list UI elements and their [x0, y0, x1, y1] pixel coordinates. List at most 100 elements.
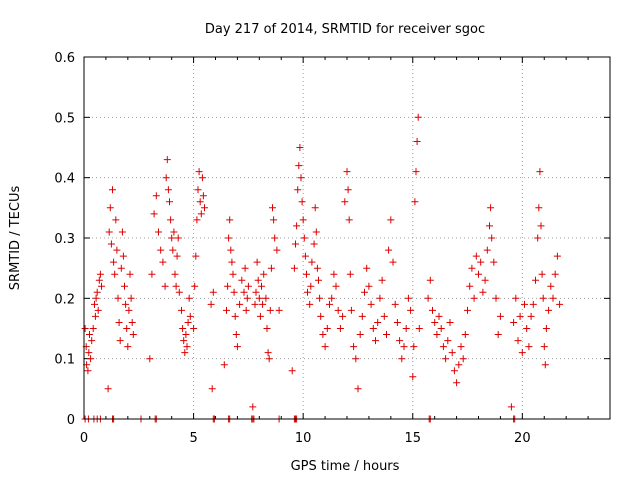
data-point — [553, 252, 561, 260]
data-point — [339, 312, 347, 320]
data-point — [540, 343, 548, 351]
data-point — [344, 186, 352, 194]
data-point — [262, 294, 270, 302]
x-axis-label: GPS time / hours — [291, 459, 400, 474]
data-point — [311, 204, 319, 212]
y-tick-label: 0.4 — [54, 172, 75, 187]
data-point — [361, 288, 368, 296]
data-point — [317, 312, 325, 320]
data-point — [91, 312, 99, 320]
data-point — [294, 186, 302, 194]
data-point — [112, 216, 120, 224]
data-point — [256, 312, 264, 320]
data-point — [378, 276, 386, 284]
data-point — [266, 306, 274, 314]
data-point — [542, 325, 550, 332]
data-point — [479, 288, 487, 296]
data-point — [107, 240, 115, 248]
data-point — [146, 355, 154, 363]
data-point — [223, 306, 230, 314]
data-point — [292, 240, 299, 248]
data-point — [148, 270, 156, 278]
data-point — [404, 294, 412, 302]
data-point — [251, 300, 259, 308]
data-point — [461, 331, 469, 338]
data-point — [93, 288, 101, 296]
data-point — [118, 228, 126, 236]
data-point — [84, 367, 92, 375]
data-point — [477, 258, 485, 266]
data-point — [539, 294, 547, 302]
data-point — [455, 361, 463, 369]
data-point — [352, 355, 360, 363]
data-point — [319, 331, 327, 338]
data-point — [483, 246, 491, 254]
data-point — [308, 258, 316, 266]
data-point — [129, 331, 137, 338]
x-tick-label: 5 — [189, 431, 197, 446]
data-point — [190, 325, 198, 332]
data-point — [159, 258, 167, 266]
data-point — [527, 312, 535, 320]
y-tick-label: 0.1 — [54, 353, 75, 368]
data-point — [270, 216, 278, 224]
data-point — [376, 294, 384, 302]
data-point — [201, 204, 208, 212]
data-point — [326, 300, 333, 308]
data-point — [92, 294, 100, 302]
data-point — [98, 282, 105, 290]
data-point — [198, 174, 206, 182]
data-point — [442, 355, 450, 363]
data-point — [535, 204, 543, 212]
data-point — [328, 294, 336, 302]
data-point — [167, 216, 175, 224]
data-point — [191, 282, 199, 290]
data-point — [179, 325, 187, 332]
y-tick-label: 0 — [67, 413, 75, 428]
data-point — [197, 210, 205, 218]
data-point — [269, 204, 276, 212]
data-point — [91, 300, 98, 308]
data-point — [241, 264, 249, 272]
y-tick-label: 0.5 — [54, 111, 75, 126]
y-axis-label: SRMTID / TECUs — [8, 186, 23, 291]
data-point — [255, 294, 263, 302]
data-point — [494, 331, 502, 338]
data-point — [114, 294, 122, 302]
data-point — [521, 300, 528, 308]
data-point — [126, 270, 134, 278]
data-point — [385, 246, 393, 254]
data-point — [312, 228, 320, 236]
data-point — [459, 355, 467, 363]
x-tick-label: 0 — [80, 431, 88, 446]
data-point — [475, 270, 482, 278]
data-point — [111, 270, 119, 278]
data-point — [265, 355, 273, 363]
data-point — [290, 264, 298, 272]
data-point — [516, 312, 524, 320]
data-point — [231, 312, 239, 320]
data-point — [199, 192, 207, 200]
data-point — [354, 385, 362, 393]
data-point — [367, 300, 375, 308]
data-point — [293, 222, 301, 230]
data-point — [232, 331, 240, 338]
data-point — [195, 168, 203, 176]
data-point — [183, 343, 191, 351]
data-point — [468, 264, 476, 272]
data-point — [249, 403, 257, 411]
data-point — [209, 288, 217, 296]
data-point — [182, 331, 190, 338]
data-point — [300, 234, 308, 242]
data-point — [128, 319, 136, 326]
data-point — [173, 252, 181, 260]
data-point — [514, 337, 522, 345]
data-point — [304, 288, 311, 296]
data-point — [507, 403, 515, 411]
data-point — [457, 343, 465, 351]
data-point — [321, 343, 329, 351]
data-point — [207, 300, 215, 308]
data-point — [175, 288, 183, 296]
y-tick-label: 0.6 — [54, 51, 75, 66]
data-point — [123, 325, 131, 332]
